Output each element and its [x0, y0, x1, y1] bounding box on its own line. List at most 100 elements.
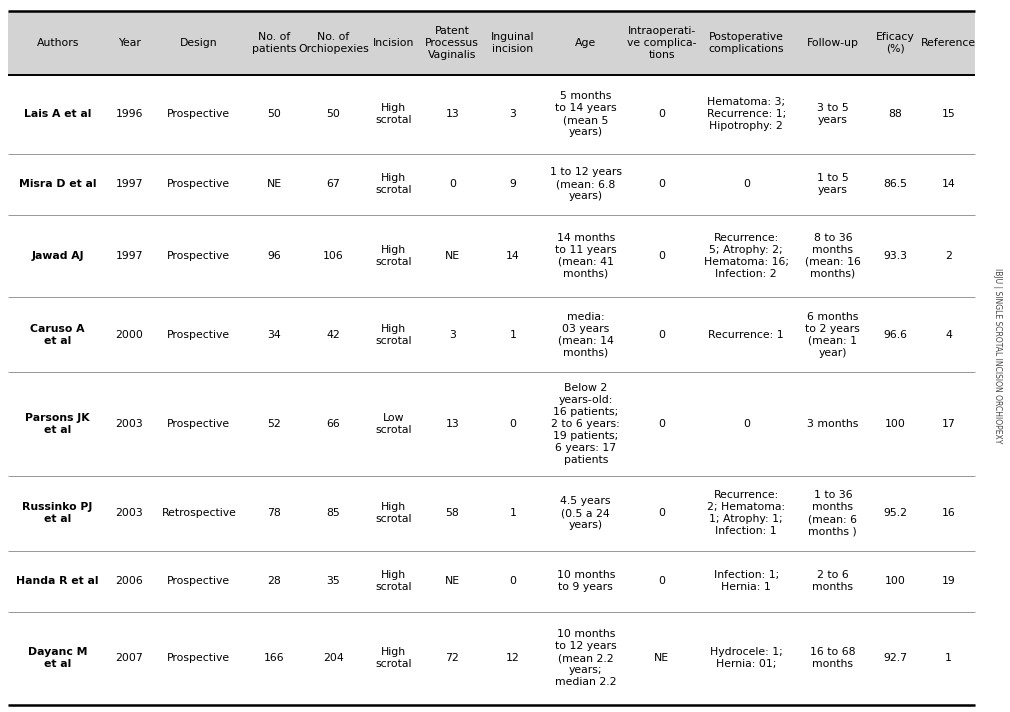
Text: 2003: 2003 — [115, 508, 142, 518]
Text: High
scrotal: High scrotal — [376, 503, 412, 525]
Text: Dayanc M
et al: Dayanc M et al — [28, 647, 87, 669]
Text: 0: 0 — [742, 179, 749, 189]
Text: Handa R et al: Handa R et al — [16, 577, 99, 587]
Text: Postoperative
complications: Postoperative complications — [709, 32, 784, 54]
Text: 1 to 5
years: 1 to 5 years — [817, 173, 848, 195]
Text: 15: 15 — [941, 110, 955, 120]
Text: 0: 0 — [509, 419, 516, 429]
Text: 0: 0 — [659, 179, 666, 189]
Text: High
scrotal: High scrotal — [376, 647, 412, 669]
Text: 1997: 1997 — [115, 251, 142, 261]
Text: Infection: 1;
Hernia: 1: Infection: 1; Hernia: 1 — [714, 570, 779, 592]
Text: NE: NE — [444, 251, 460, 261]
Text: 14: 14 — [941, 179, 955, 189]
Text: 95.2: 95.2 — [884, 508, 907, 518]
Text: Prospective: Prospective — [168, 179, 230, 189]
Text: Eficacy
(%): Eficacy (%) — [876, 32, 915, 54]
Text: media:
03 years
(mean: 14
months): media: 03 years (mean: 14 months) — [558, 312, 614, 357]
Text: 2006: 2006 — [115, 577, 142, 587]
Text: Year: Year — [117, 38, 140, 48]
Text: 0: 0 — [659, 419, 666, 429]
Text: 1 to 12 years
(mean: 6.8
years): 1 to 12 years (mean: 6.8 years) — [549, 167, 622, 201]
Text: 0: 0 — [659, 508, 666, 518]
Text: 16: 16 — [941, 508, 955, 518]
Text: 42: 42 — [326, 330, 340, 340]
Text: No. of
Orchiopexies: No. of Orchiopexies — [298, 32, 369, 54]
Text: 0: 0 — [659, 330, 666, 340]
Text: NE: NE — [267, 179, 282, 189]
Text: 0: 0 — [659, 577, 666, 587]
Text: 14: 14 — [506, 251, 519, 261]
Text: 10 months
to 12 years
(mean 2.2
years;
median 2.2: 10 months to 12 years (mean 2.2 years; m… — [554, 629, 616, 687]
Text: Lais A et al: Lais A et al — [24, 110, 91, 120]
Text: Caruso A
et al: Caruso A et al — [30, 323, 85, 345]
Text: 10 months
to 9 years: 10 months to 9 years — [557, 570, 615, 592]
Text: 13: 13 — [445, 419, 460, 429]
Text: Misra D et al: Misra D et al — [19, 179, 96, 189]
Text: 1: 1 — [509, 508, 516, 518]
Text: Design: Design — [180, 38, 218, 48]
Text: 3: 3 — [448, 330, 456, 340]
Text: Prospective: Prospective — [168, 654, 230, 664]
Text: Age: Age — [575, 38, 596, 48]
Text: Follow-up: Follow-up — [807, 38, 858, 48]
Text: Authors: Authors — [36, 38, 79, 48]
Text: 0: 0 — [448, 179, 456, 189]
Bar — [8, 214, 975, 297]
Text: 14 months
to 11 years
(mean: 41
months): 14 months to 11 years (mean: 41 months) — [554, 233, 616, 279]
Text: Below 2
years-old:
16 patients;
2 to 6 years:
19 patients;
6 years: 17
patients: Below 2 years-old: 16 patients; 2 to 6 y… — [551, 383, 620, 465]
Text: 100: 100 — [885, 419, 906, 429]
Text: 106: 106 — [323, 251, 343, 261]
Text: Prospective: Prospective — [168, 330, 230, 340]
Text: 35: 35 — [326, 577, 340, 587]
Text: 17: 17 — [941, 419, 955, 429]
Text: 1 to 36
months
(mean: 6
months ): 1 to 36 months (mean: 6 months ) — [808, 491, 857, 536]
Text: 88: 88 — [889, 110, 902, 120]
Text: 50: 50 — [326, 110, 340, 120]
Text: 204: 204 — [323, 654, 343, 664]
Text: 8 to 36
months
(mean: 16
months): 8 to 36 months (mean: 16 months) — [805, 233, 861, 279]
Text: Prospective: Prospective — [168, 110, 230, 120]
Bar — [8, 154, 975, 214]
Text: 9: 9 — [509, 179, 516, 189]
Bar — [8, 11, 975, 75]
Text: High
scrotal: High scrotal — [376, 245, 412, 267]
Text: High
scrotal: High scrotal — [376, 103, 412, 125]
Text: 166: 166 — [264, 654, 284, 664]
Text: 58: 58 — [445, 508, 460, 518]
Text: Jawad AJ: Jawad AJ — [31, 251, 84, 261]
Text: 2: 2 — [945, 251, 952, 261]
Text: 52: 52 — [267, 419, 281, 429]
Text: Recurrence:
5; Atrophy: 2;
Hematoma: 16;
Infection: 2: Recurrence: 5; Atrophy: 2; Hematoma: 16;… — [704, 233, 789, 279]
Text: Russinko PJ
et al: Russinko PJ et al — [22, 503, 93, 525]
Text: Hematoma: 3;
Recurrence: 1;
Hipotrophy: 2: Hematoma: 3; Recurrence: 1; Hipotrophy: … — [707, 98, 786, 132]
Text: High
scrotal: High scrotal — [376, 323, 412, 345]
Text: No. of
patients: No. of patients — [251, 32, 296, 54]
Text: 16 to 68
months: 16 to 68 months — [810, 647, 855, 669]
Text: 2007: 2007 — [115, 654, 142, 664]
Text: 96: 96 — [267, 251, 281, 261]
Text: 50: 50 — [267, 110, 281, 120]
Text: 12: 12 — [506, 654, 519, 664]
Text: 66: 66 — [326, 419, 340, 429]
Text: Reference: Reference — [921, 38, 976, 48]
Text: 78: 78 — [267, 508, 281, 518]
Text: 34: 34 — [267, 330, 281, 340]
Text: 67: 67 — [326, 179, 340, 189]
Bar — [8, 612, 975, 705]
Text: 85: 85 — [326, 508, 340, 518]
Text: Hydrocele: 1;
Hernia: 01;: Hydrocele: 1; Hernia: 01; — [710, 647, 783, 669]
Text: 3: 3 — [509, 110, 516, 120]
Text: 72: 72 — [445, 654, 460, 664]
Text: 28: 28 — [267, 577, 281, 587]
Text: 1997: 1997 — [115, 179, 142, 189]
Text: 2003: 2003 — [115, 419, 142, 429]
Text: Parsons JK
et al: Parsons JK et al — [25, 413, 90, 435]
Text: 19: 19 — [941, 577, 955, 587]
Text: 1: 1 — [945, 654, 952, 664]
Text: 2000: 2000 — [115, 330, 143, 340]
Text: 0: 0 — [659, 110, 666, 120]
Text: Retrospective: Retrospective — [162, 508, 236, 518]
Text: 1: 1 — [509, 330, 516, 340]
Text: 100: 100 — [885, 577, 906, 587]
